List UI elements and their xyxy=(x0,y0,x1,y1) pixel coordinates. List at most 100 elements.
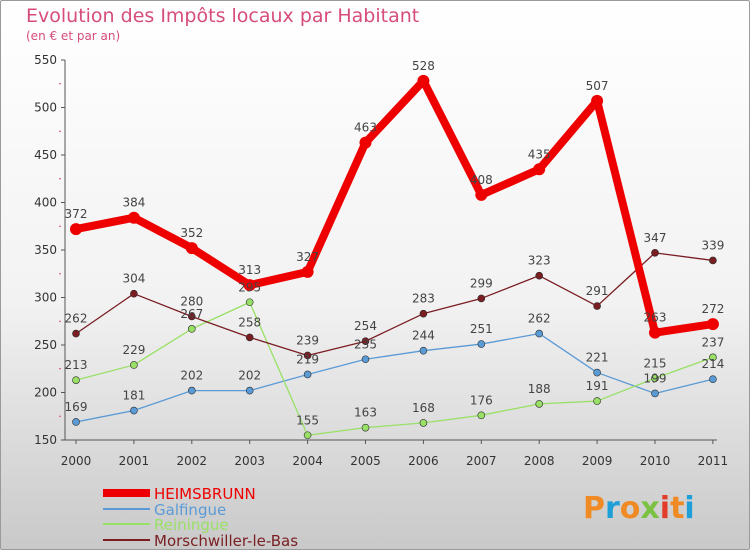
data-label: 295 xyxy=(238,280,261,294)
data-label: 463 xyxy=(354,121,377,135)
data-point xyxy=(533,163,546,176)
data-label: 299 xyxy=(470,276,493,290)
data-label: 244 xyxy=(412,329,435,343)
logo-letter: i xyxy=(660,491,670,526)
y-tick-label: 150 xyxy=(34,433,57,447)
data-label: 339 xyxy=(701,238,724,252)
x-tick-label: 2004 xyxy=(292,454,323,468)
data-point xyxy=(243,279,256,292)
data-label: 347 xyxy=(644,231,667,245)
series-layer xyxy=(70,74,719,440)
data-point xyxy=(709,375,717,384)
logo-letter: P xyxy=(583,491,605,526)
legend: HEIMSBRUNNGalfingueReiningueMorschwiller… xyxy=(103,485,298,550)
y-tick-label: 200 xyxy=(34,386,57,400)
legend-label: Morschwiller-le-Bas xyxy=(154,532,298,550)
data-point xyxy=(477,340,486,348)
y-tick-label: 350 xyxy=(34,243,57,257)
logo-letter: t xyxy=(670,491,684,526)
data-label: 199 xyxy=(644,371,667,385)
data-label: 313 xyxy=(238,263,261,277)
data-label: 267 xyxy=(180,307,203,321)
data-point xyxy=(245,333,254,342)
y-tick-label: 250 xyxy=(34,338,57,352)
data-point xyxy=(188,325,196,333)
data-point xyxy=(593,302,601,310)
axes: 150 200 250 300 350 400 450 500 550 2000 2001 2002 2… xyxy=(34,53,728,468)
legend-label: Reiningue xyxy=(154,516,229,534)
data-label: 219 xyxy=(296,352,319,366)
data-label: 163 xyxy=(354,406,377,420)
data-point xyxy=(709,353,717,362)
data-label: 272 xyxy=(701,302,724,316)
data-label: 191 xyxy=(586,379,609,393)
data-point xyxy=(130,289,138,298)
proxiti-logo: Proxiti xyxy=(583,491,695,526)
data-point xyxy=(130,406,138,415)
data-label: 283 xyxy=(412,292,435,306)
data-point xyxy=(649,326,661,339)
data-point xyxy=(477,411,486,420)
data-point xyxy=(245,298,254,307)
data-label: 181 xyxy=(122,389,145,403)
data-label: 202 xyxy=(180,369,203,383)
data-label: 168 xyxy=(412,401,435,415)
data-point xyxy=(303,370,312,379)
x-tick-label: 2000 xyxy=(61,454,92,468)
data-point xyxy=(188,386,196,395)
data-labels: 169 181 202 202 219 235 244 251 262 221 199 214 213 2… xyxy=(65,59,725,427)
data-label: 262 xyxy=(528,312,551,326)
x-tick-label: 2003 xyxy=(234,454,265,468)
data-point xyxy=(188,312,196,321)
series-line-morschwiller-le-bas xyxy=(75,252,714,357)
data-point xyxy=(535,329,544,338)
data-label: 258 xyxy=(238,315,261,329)
data-point xyxy=(72,329,80,338)
data-point xyxy=(651,374,659,383)
logo-letter: o xyxy=(620,491,641,526)
data-point xyxy=(706,318,719,331)
data-label: 327 xyxy=(296,250,319,264)
data-point xyxy=(417,74,430,87)
x-tick-label: 2001 xyxy=(119,454,150,468)
data-label: 215 xyxy=(644,356,667,370)
data-point xyxy=(535,271,544,280)
data-point xyxy=(475,188,488,201)
data-label: 229 xyxy=(122,343,145,357)
data-label: 235 xyxy=(354,337,377,351)
y-tick-label: 400 xyxy=(34,196,57,210)
data-label: 528 xyxy=(412,59,435,73)
chart-title: Evolution des Impôts locaux par Habitant xyxy=(26,5,419,27)
x-tick-label: 2011 xyxy=(698,454,729,468)
x-tick-label: 2007 xyxy=(466,454,497,468)
data-point xyxy=(303,351,312,360)
data-point xyxy=(359,136,372,149)
data-point xyxy=(245,386,254,395)
data-point xyxy=(593,368,601,377)
data-label: 408 xyxy=(470,173,493,187)
data-label: 435 xyxy=(528,147,551,161)
data-label: 155 xyxy=(296,413,319,427)
data-label: 202 xyxy=(238,369,261,383)
data-point xyxy=(477,294,486,303)
data-label: 176 xyxy=(470,393,493,407)
data-point xyxy=(127,211,140,224)
x-tick-label: 2009 xyxy=(582,454,613,468)
data-point xyxy=(651,389,659,398)
data-point xyxy=(361,355,370,364)
data-label: 262 xyxy=(65,312,88,326)
data-label: 169 xyxy=(65,400,88,414)
data-point xyxy=(361,423,370,432)
y-tick-label: 550 xyxy=(34,53,57,67)
data-label: 291 xyxy=(586,284,609,298)
data-label: 352 xyxy=(180,226,203,240)
x-tick-label: 2005 xyxy=(350,454,381,468)
data-label: 280 xyxy=(180,295,203,309)
series-line-reiningue xyxy=(75,301,714,436)
data-label: 213 xyxy=(65,358,88,372)
data-point xyxy=(535,400,544,408)
data-point xyxy=(130,361,138,369)
x-tick-label: 2008 xyxy=(524,454,555,468)
data-label: 263 xyxy=(644,311,667,325)
